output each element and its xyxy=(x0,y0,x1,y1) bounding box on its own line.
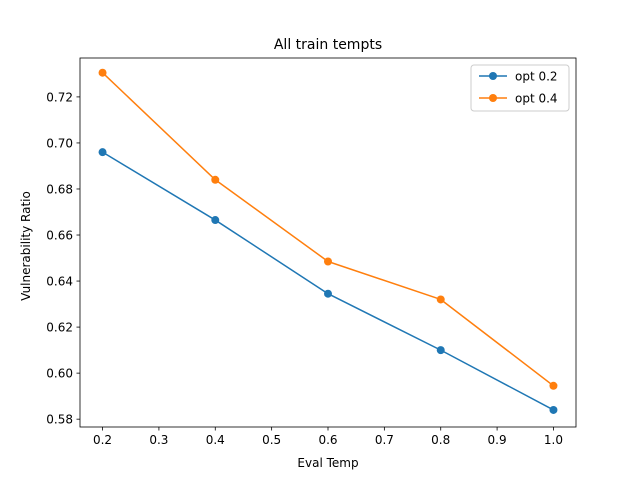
legend-label: opt 0.2 xyxy=(515,70,558,84)
y-tick-label: 0.64 xyxy=(46,275,73,289)
x-tick-label: 0.9 xyxy=(488,433,507,447)
legend-label: opt 0.4 xyxy=(515,92,558,106)
series-2-point xyxy=(98,68,107,77)
series-2-point xyxy=(436,295,445,304)
y-tick-label: 0.62 xyxy=(46,321,73,335)
x-tick-label: 1.0 xyxy=(544,433,563,447)
y-tick-label: 0.60 xyxy=(46,367,73,381)
y-tick-label: 0.66 xyxy=(46,229,73,243)
series-1-point xyxy=(436,346,445,355)
y-tick-label: 0.72 xyxy=(46,90,73,104)
plot-frame xyxy=(79,57,577,428)
x-tick-label: 0.5 xyxy=(262,433,281,447)
series-1-point xyxy=(324,289,332,298)
x-tick-label: 0.7 xyxy=(375,433,394,447)
series-2-point xyxy=(211,175,220,184)
y-axis-label: Vulnerability Ratio xyxy=(19,191,33,301)
x-tick-label: 0.4 xyxy=(206,433,225,447)
y-tick-label: 0.68 xyxy=(46,182,73,196)
legend-marker xyxy=(489,72,497,80)
y-tick-label: 0.70 xyxy=(46,136,73,150)
x-axis-label: Eval Temp xyxy=(297,456,358,470)
series-1-point xyxy=(211,216,220,225)
x-tick-label: 0.3 xyxy=(149,433,168,447)
legend-marker xyxy=(489,94,497,102)
x-tick-label: 0.6 xyxy=(318,433,337,447)
series-1-point xyxy=(98,148,107,157)
x-tick-label: 0.8 xyxy=(431,433,450,447)
x-tick-label: 0.2 xyxy=(93,433,112,447)
chart-title: All train tempts xyxy=(274,37,382,53)
y-tick-label: 0.58 xyxy=(46,413,73,427)
series-1-point xyxy=(549,405,558,414)
series-2-point xyxy=(324,257,332,266)
legend: opt 0.2 opt 0.4 xyxy=(470,64,570,112)
series-2-point xyxy=(549,381,558,390)
